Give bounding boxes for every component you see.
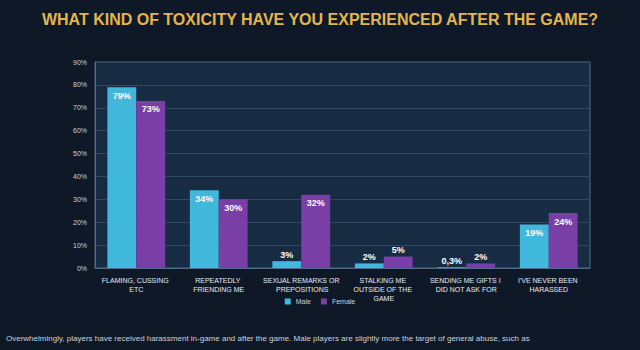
svg-text:SENDING ME GIFTS I: SENDING ME GIFTS I <box>430 277 503 284</box>
svg-text:0,3%: 0,3% <box>442 256 463 266</box>
svg-text:34%: 34% <box>195 194 213 204</box>
svg-text:0%: 0% <box>77 265 87 272</box>
svg-text:Female: Female <box>332 298 355 305</box>
svg-text:DID NOT ASK FOR: DID NOT ASK FOR <box>436 286 497 293</box>
svg-text:Overwhelmingly, players have r: Overwhelmingly, players have received ha… <box>6 334 530 343</box>
svg-text:FRIENDING ME: FRIENDING ME <box>193 286 244 293</box>
svg-text:3%: 3% <box>280 250 293 260</box>
svg-text:10%: 10% <box>73 242 87 249</box>
svg-text:PREPOSITIONS: PREPOSITIONS <box>274 286 329 293</box>
svg-text:GAME: GAME <box>373 295 394 302</box>
svg-text:Male: Male <box>296 298 311 305</box>
svg-text:24%: 24% <box>554 217 572 227</box>
svg-text:19%: 19% <box>525 228 543 238</box>
svg-text:50%: 50% <box>73 150 87 157</box>
svg-text:I'VE NEVER BEEN: I'VE NEVER BEEN <box>518 277 580 284</box>
svg-text:2%: 2% <box>474 252 487 262</box>
svg-text:SEXUAL REMARKS OR: SEXUAL REMARKS OR <box>263 277 339 284</box>
svg-text:40%: 40% <box>73 173 87 180</box>
svg-text:70%: 70% <box>73 104 87 111</box>
svg-text:2%: 2% <box>363 252 376 262</box>
svg-text:FLAMING, CUSSING: FLAMING, CUSSING <box>102 277 171 284</box>
svg-text:73%: 73% <box>142 104 160 114</box>
svg-text:ETC: ETC <box>129 286 143 293</box>
svg-text:STALKING ME: STALKING ME <box>360 277 409 284</box>
svg-text:HARASSED: HARASSED <box>529 286 568 293</box>
svg-text:90%: 90% <box>73 59 87 66</box>
svg-text:WHAT KIND OF TOXICITY HAVE YOU: WHAT KIND OF TOXICITY HAVE YOU EXPERIENC… <box>42 11 598 28</box>
svg-text:5%: 5% <box>392 245 405 255</box>
svg-text:32%: 32% <box>307 198 325 208</box>
svg-text:30%: 30% <box>224 203 242 213</box>
svg-text:30%: 30% <box>73 196 87 203</box>
svg-text:OUTSIDE OF THE: OUTSIDE OF THE <box>353 286 414 293</box>
svg-text:20%: 20% <box>73 219 87 226</box>
svg-text:60%: 60% <box>73 127 87 134</box>
svg-text:80%: 80% <box>73 81 87 88</box>
svg-text:79%: 79% <box>113 91 131 101</box>
svg-text:REPEATEDLY: REPEATEDLY <box>195 277 242 284</box>
